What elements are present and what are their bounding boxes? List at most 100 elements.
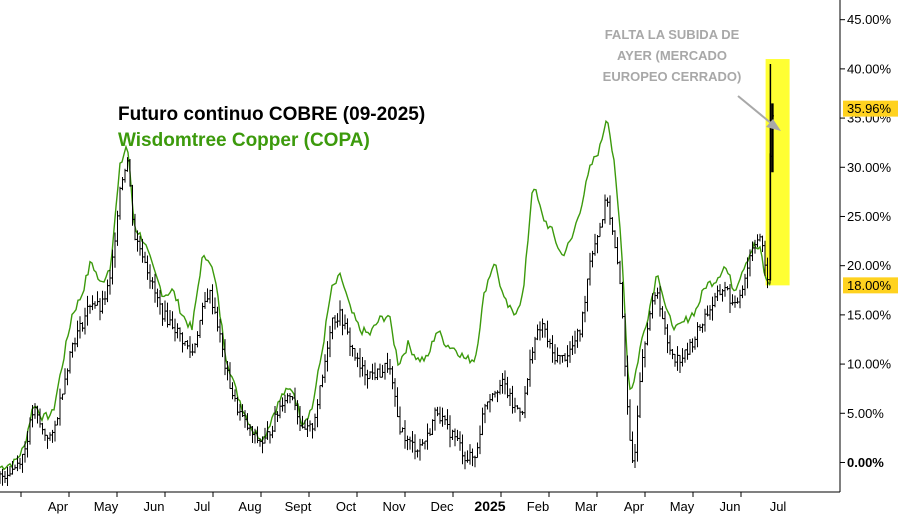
ohlc-bar	[188, 336, 192, 358]
x-tick-label: Dec	[430, 499, 454, 514]
ohlc-bar	[708, 305, 712, 320]
ohlc-bar	[538, 321, 542, 341]
series-copa-line	[0, 119, 771, 471]
ohlc-bar	[96, 291, 99, 306]
ohlc-bar	[316, 399, 319, 428]
ohlc-bar	[531, 347, 534, 364]
ohlc-bar	[758, 233, 762, 242]
ohlc-bar	[601, 219, 604, 228]
ohlc-bar	[231, 382, 234, 400]
ohlc-bar	[71, 342, 74, 358]
ohlc-bar	[481, 407, 484, 436]
ohlc-bar	[713, 292, 717, 308]
ohlc-bar	[741, 285, 744, 299]
ohlc-bar	[458, 431, 462, 451]
ohlc-bar	[516, 405, 519, 410]
annotation-line-2: AYER (MERCADO	[617, 48, 727, 63]
ohlc-bar	[76, 320, 79, 348]
ohlc-bar	[511, 385, 514, 414]
ohlc-bar	[376, 368, 379, 381]
ohlc-bar	[588, 252, 592, 286]
ohlc-bar	[293, 387, 297, 411]
y-highlight-label: 35.96%	[843, 100, 898, 117]
ohlc-bar	[318, 385, 322, 410]
ohlc-bar	[201, 302, 204, 325]
ohlc-bar	[683, 349, 687, 363]
ohlc-bar	[756, 234, 759, 248]
ohlc-bar	[716, 285, 719, 302]
ohlc-bar	[733, 295, 737, 308]
ohlc-bar	[508, 388, 512, 406]
ohlc-bar	[736, 297, 739, 304]
x-tick-label: Apr	[624, 499, 645, 514]
ohlc-bar	[423, 440, 427, 450]
ohlc-bar	[456, 429, 459, 442]
highlight-band	[765, 59, 790, 286]
ohlc-bar	[1, 468, 4, 486]
ohlc-bar	[581, 311, 584, 338]
ohlc-bar	[181, 332, 184, 353]
svg-text:18.00%: 18.00%	[847, 278, 892, 293]
ohlc-bar	[143, 251, 147, 264]
ohlc-bar	[208, 289, 212, 304]
ohlc-bar	[421, 439, 424, 446]
ohlc-bar	[46, 434, 49, 449]
y-tick-label: 25.00%	[847, 209, 892, 224]
ohlc-bar	[161, 302, 164, 326]
ohlc-bar	[191, 343, 194, 356]
ohlc-bar	[533, 336, 537, 360]
ohlc-bar	[661, 306, 664, 320]
ohlc-bar	[363, 360, 367, 386]
ohlc-bar	[561, 354, 564, 363]
ohlc-bar	[681, 348, 684, 367]
ohlc-bar	[488, 393, 492, 413]
ohlc-bar	[323, 354, 327, 383]
ohlc-bar	[288, 393, 292, 404]
ohlc-bar	[266, 421, 269, 440]
ohlc-bar	[743, 273, 747, 296]
ohlc-bar	[598, 222, 602, 238]
ohlc-bar	[618, 260, 622, 285]
ohlc-bar	[691, 338, 694, 353]
ohlc-bar	[101, 290, 104, 314]
ohlc-bar	[371, 363, 374, 380]
x-tick-label: 2025	[474, 498, 505, 514]
ohlc-bar	[613, 230, 617, 249]
ohlc-bar	[166, 302, 169, 328]
ohlc-bar	[248, 423, 252, 436]
ohlc-bar	[666, 324, 669, 354]
ohlc-bar	[398, 406, 402, 435]
ohlc-bar	[108, 269, 112, 295]
y-tick-label: 45.00%	[847, 12, 892, 27]
x-tick-label: Apr	[48, 499, 69, 514]
ohlc-bar	[338, 300, 342, 326]
ohlc-bar	[118, 186, 122, 220]
ohlc-bar	[653, 292, 657, 305]
svg-text:35.96%: 35.96%	[847, 101, 892, 116]
ohlc-bar	[641, 349, 644, 383]
ohlc-bar	[61, 393, 64, 401]
ohlc-bar	[506, 376, 509, 399]
ohlc-bar	[501, 372, 504, 394]
ohlc-bar	[63, 368, 67, 395]
ohlc-bar	[408, 436, 412, 450]
ohlc-bar	[738, 289, 742, 309]
ohlc-bar	[81, 322, 84, 332]
ohlc-bar	[578, 329, 582, 342]
ohlc-bar	[643, 341, 647, 368]
ohlc-bar	[688, 339, 692, 355]
ohlc-bar	[341, 308, 344, 336]
ohlc-bar	[676, 346, 679, 371]
ohlc-bar	[668, 335, 672, 355]
ohlc-bar	[536, 324, 539, 341]
ohlc-bar	[446, 409, 449, 430]
ohlc-bar	[528, 349, 532, 387]
ohlc-bar	[268, 431, 272, 444]
annotation-line-1: FALTA LA SUBIDA DE	[605, 27, 740, 42]
chart-title: Futuro continuo COBRE (09-2025)	[118, 104, 425, 125]
ohlc-bar	[603, 194, 607, 224]
ohlc-bar	[206, 288, 209, 303]
ohlc-bar	[418, 438, 422, 461]
ohlc-bar	[568, 341, 572, 363]
